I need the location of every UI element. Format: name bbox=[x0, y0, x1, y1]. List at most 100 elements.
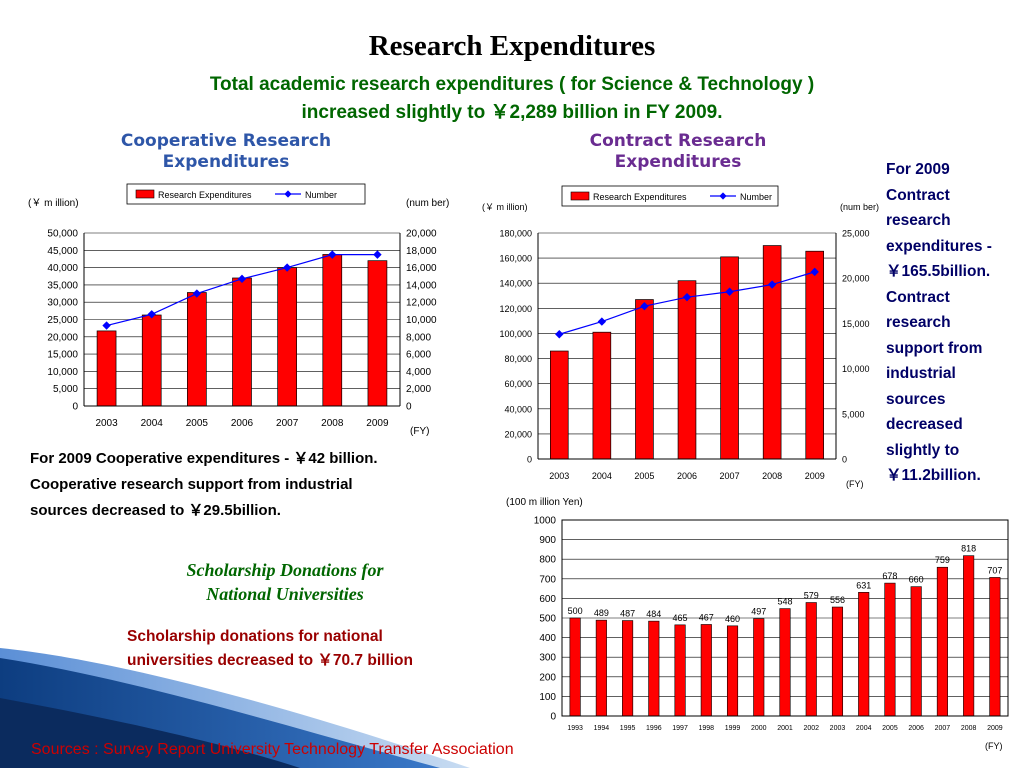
bar bbox=[622, 620, 634, 717]
y-tick-label-right: 25,000 bbox=[842, 229, 870, 239]
y-axis-label-left: (￥ m illion) bbox=[28, 198, 79, 209]
y-tick-label-left: 100,000 bbox=[499, 329, 532, 339]
y-tick-label: 500 bbox=[539, 614, 556, 625]
contract-side-note-line: decreased bbox=[886, 416, 963, 433]
x-axis-label: (FY) bbox=[846, 479, 864, 489]
data-label: 556 bbox=[830, 595, 845, 605]
y-tick-label: 600 bbox=[539, 594, 556, 605]
x-tick-label: 2003 bbox=[95, 418, 118, 429]
bar bbox=[858, 592, 870, 717]
x-tick-label: 2006 bbox=[677, 471, 697, 481]
y-tick-label-right: 20,000 bbox=[406, 229, 437, 240]
y-tick-label-left: 50,000 bbox=[47, 229, 78, 240]
x-tick-label: 2003 bbox=[549, 471, 569, 481]
y-tick-label-right: 2,000 bbox=[406, 384, 431, 395]
contract-side-note-line: research bbox=[886, 314, 951, 331]
decorative-swoosh bbox=[0, 648, 470, 768]
y-tick-label-left: 30,000 bbox=[47, 298, 78, 309]
contract-side-note-line: support from bbox=[886, 339, 983, 357]
legend-marker bbox=[719, 192, 727, 200]
number-marker bbox=[555, 330, 564, 339]
bar bbox=[805, 602, 817, 717]
y-tick-label-right: 0 bbox=[842, 455, 847, 465]
contract-side-note-line: ￥11.2billion. bbox=[886, 467, 981, 484]
y-axis-label-left: (￥ m illion) bbox=[482, 202, 528, 212]
y-tick-label-left: 60,000 bbox=[504, 379, 532, 389]
y-axis-label-right: (num ber) bbox=[406, 198, 449, 209]
x-tick-label: 2007 bbox=[935, 725, 951, 732]
bar bbox=[322, 254, 343, 407]
y-tick-label-right: 12,000 bbox=[406, 298, 437, 309]
bar bbox=[677, 280, 697, 460]
scholarship-note-line-1: Scholarship donations for national bbox=[127, 628, 383, 645]
y-tick-label-right: 4,000 bbox=[406, 367, 431, 378]
scholarship-chart: 0 100 200 300 400 500 600 700 800 900 1000 500 1993 4… bbox=[506, 497, 1009, 751]
bar bbox=[884, 582, 896, 717]
y-tick-label-right: 14,000 bbox=[406, 280, 437, 291]
x-tick-label: 2005 bbox=[186, 418, 209, 429]
bar bbox=[753, 618, 765, 717]
data-label: 487 bbox=[620, 609, 635, 619]
x-tick-label: 2003 bbox=[830, 725, 846, 732]
x-tick-label: 1993 bbox=[567, 725, 583, 732]
data-label: 660 bbox=[909, 575, 924, 585]
subtitle-line-2: increased slightly to ￥2,289 billion in … bbox=[301, 102, 723, 123]
y-tick-label-left: 80,000 bbox=[504, 354, 532, 364]
x-tick-label: 2006 bbox=[908, 725, 924, 732]
y-tick-label-left: 25,000 bbox=[47, 315, 78, 326]
contract-chart-title: Contract Research Expenditures bbox=[548, 131, 808, 173]
x-tick-label: 2004 bbox=[592, 471, 612, 481]
data-label: 548 bbox=[777, 597, 792, 607]
page-title: Research Expenditures bbox=[368, 30, 656, 62]
y-tick-label: 800 bbox=[539, 555, 556, 566]
number-marker bbox=[725, 287, 734, 296]
data-label: 631 bbox=[856, 580, 871, 590]
y-tick-label: 200 bbox=[539, 672, 556, 683]
data-label: 818 bbox=[961, 544, 976, 554]
y-tick-label: 400 bbox=[539, 633, 556, 644]
scholarship-title-line-2: National Universities bbox=[206, 584, 364, 604]
bar bbox=[367, 260, 388, 407]
cooperative-title-line-2: Expenditures bbox=[162, 152, 290, 172]
y-tick-label-right: 10,000 bbox=[842, 364, 870, 374]
y-tick-label-right: 18,000 bbox=[406, 246, 437, 257]
contract-side-note-line: Contract bbox=[886, 288, 950, 306]
number-marker bbox=[328, 250, 337, 259]
contract-side-note-line: For 2009 bbox=[886, 161, 950, 178]
x-tick-label: 2008 bbox=[961, 725, 977, 732]
x-tick-label: 1996 bbox=[646, 725, 662, 732]
bar bbox=[726, 625, 739, 717]
y-tick-label: 700 bbox=[539, 574, 556, 585]
data-label: 707 bbox=[987, 565, 1002, 575]
y-tick-label-left: 45,000 bbox=[47, 246, 78, 257]
bar bbox=[549, 350, 569, 460]
y-tick-label: 0 bbox=[550, 712, 556, 723]
cooperative-chart: 0 5,000 10,000 15,000 20,000 25,000 30,000 35,0… bbox=[28, 183, 449, 437]
y-tick-label: 1000 bbox=[534, 516, 557, 527]
bar bbox=[831, 606, 844, 717]
number-marker bbox=[373, 250, 382, 259]
y-tick-label-right: 0 bbox=[406, 402, 412, 413]
data-label: 484 bbox=[646, 609, 661, 619]
y-tick-label-left: 140,000 bbox=[499, 279, 532, 289]
y-tick-label: 900 bbox=[539, 535, 556, 546]
data-label: 579 bbox=[804, 591, 819, 601]
y-tick-label-left: 0 bbox=[527, 455, 532, 465]
contract-side-note-line: sources bbox=[886, 390, 946, 408]
legend-label-bars: Research Expenditures bbox=[593, 192, 687, 202]
legend-marker bbox=[284, 190, 292, 198]
y-tick-label-left: 35,000 bbox=[47, 280, 78, 291]
scholarship-note-line-2: universities decreased to ￥70.7 billion bbox=[127, 652, 413, 669]
x-tick-label: 2004 bbox=[141, 418, 164, 429]
number-marker bbox=[237, 274, 247, 284]
number-marker bbox=[682, 292, 692, 302]
contract-side-note-line: Contract bbox=[886, 186, 950, 204]
bar bbox=[674, 624, 686, 717]
bar bbox=[805, 250, 825, 460]
contract-side-note: For 2009 Contract research expenditures - ￥1… bbox=[886, 157, 1022, 489]
bar bbox=[232, 277, 252, 407]
cooperative-note-line-3: sources decreased to ￥29.5billion. bbox=[30, 502, 281, 519]
y-tick-label-right: 10,000 bbox=[406, 315, 437, 326]
bar bbox=[96, 330, 117, 407]
bar bbox=[569, 617, 581, 717]
